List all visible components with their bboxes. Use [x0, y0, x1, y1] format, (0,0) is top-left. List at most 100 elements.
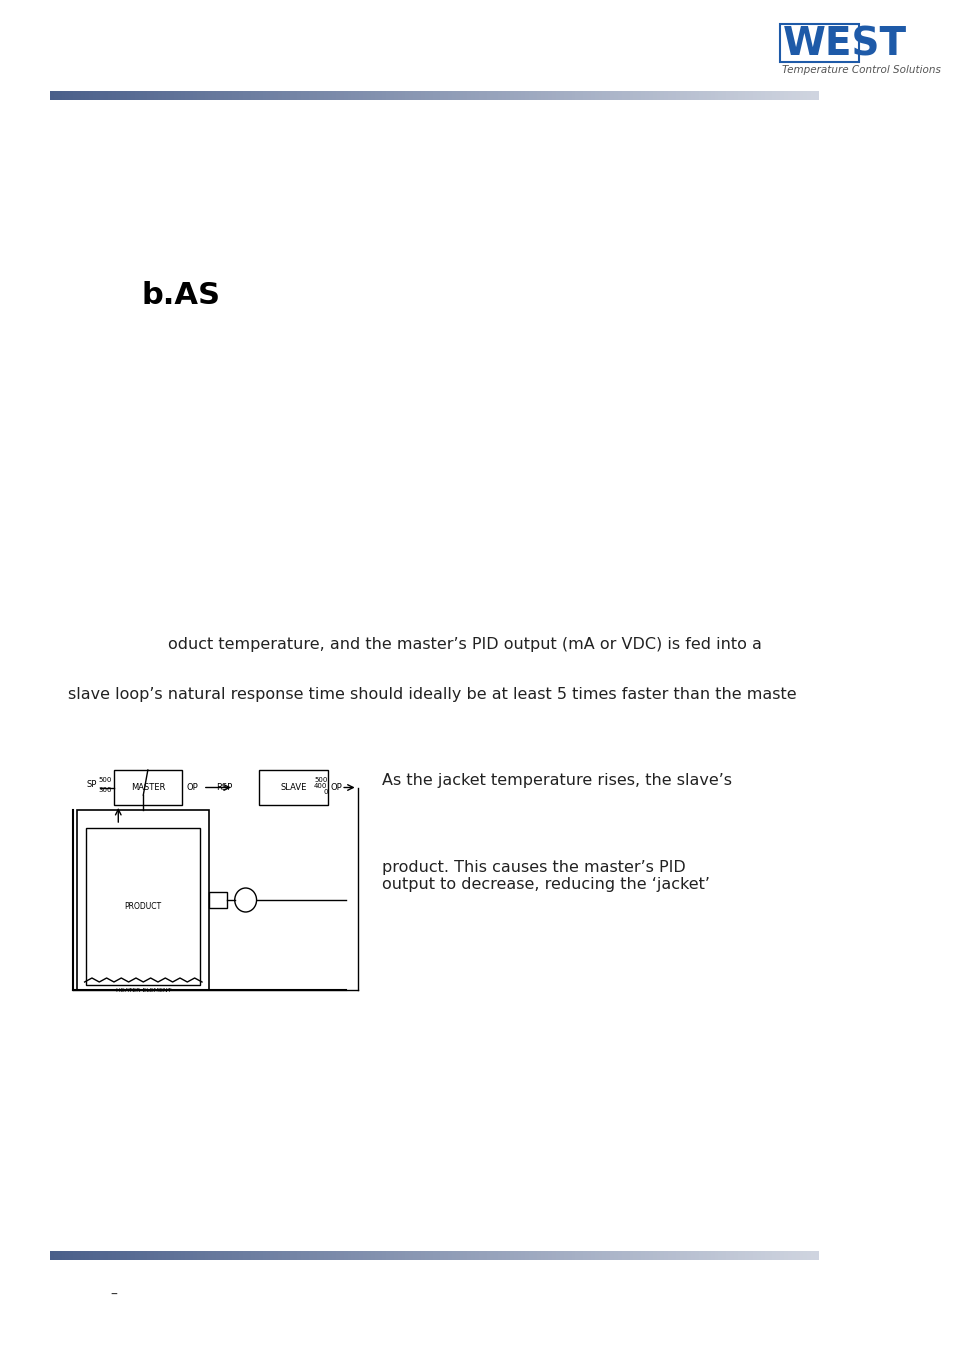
- Bar: [77, 1250, 81, 1260]
- Bar: [405, 90, 409, 100]
- Bar: [424, 1250, 428, 1260]
- Bar: [448, 1250, 452, 1260]
- Bar: [490, 90, 494, 100]
- Bar: [85, 1250, 89, 1260]
- Bar: [525, 90, 529, 100]
- Bar: [679, 90, 683, 100]
- Bar: [578, 90, 582, 100]
- Bar: [791, 90, 795, 100]
- Bar: [428, 90, 432, 100]
- Bar: [444, 1250, 448, 1260]
- Bar: [695, 90, 699, 100]
- Bar: [397, 1250, 401, 1260]
- Bar: [200, 90, 204, 100]
- Bar: [552, 90, 556, 100]
- Bar: [294, 90, 297, 100]
- Bar: [571, 1250, 575, 1260]
- Bar: [58, 1250, 62, 1260]
- Bar: [394, 1250, 397, 1260]
- Bar: [567, 1250, 571, 1260]
- Bar: [544, 1250, 548, 1260]
- Bar: [687, 90, 691, 100]
- Bar: [459, 1250, 463, 1260]
- Bar: [108, 1250, 112, 1260]
- Bar: [478, 90, 482, 100]
- Bar: [772, 90, 776, 100]
- Bar: [691, 1250, 695, 1260]
- Bar: [571, 90, 575, 100]
- Bar: [513, 90, 517, 100]
- Bar: [556, 90, 559, 100]
- Bar: [324, 1250, 328, 1260]
- Bar: [764, 90, 768, 100]
- Bar: [590, 1250, 594, 1260]
- Text: 0: 0: [323, 790, 327, 795]
- Bar: [151, 90, 154, 100]
- Bar: [54, 1250, 58, 1260]
- Bar: [740, 1250, 744, 1260]
- Bar: [644, 90, 648, 100]
- Text: WEST: WEST: [781, 26, 905, 63]
- Bar: [162, 1250, 166, 1260]
- Bar: [602, 1250, 606, 1260]
- Bar: [482, 90, 486, 100]
- Bar: [382, 90, 386, 100]
- Bar: [151, 1250, 154, 1260]
- Bar: [316, 90, 320, 100]
- Bar: [143, 90, 147, 100]
- Bar: [633, 90, 637, 100]
- Bar: [494, 90, 497, 100]
- Bar: [802, 1250, 806, 1260]
- Bar: [780, 1250, 783, 1260]
- Bar: [537, 1250, 540, 1260]
- Bar: [228, 1250, 232, 1260]
- Bar: [618, 1250, 621, 1260]
- Bar: [375, 90, 378, 100]
- Bar: [181, 90, 185, 100]
- Text: product. This causes the master’s PID
output to decrease, reducing the ‘jacket’: product. This causes the master’s PID ou…: [382, 860, 709, 892]
- Bar: [92, 90, 96, 100]
- Bar: [259, 769, 327, 805]
- Bar: [675, 1250, 679, 1260]
- Bar: [448, 90, 452, 100]
- Bar: [783, 90, 787, 100]
- Bar: [343, 1250, 347, 1260]
- Text: SLAVE: SLAVE: [280, 783, 306, 792]
- Bar: [371, 90, 375, 100]
- Bar: [378, 1250, 382, 1260]
- Bar: [509, 90, 513, 100]
- Bar: [104, 1250, 108, 1260]
- Bar: [309, 1250, 313, 1260]
- Text: PRODUCT: PRODUCT: [125, 902, 162, 911]
- Bar: [92, 1250, 96, 1260]
- Bar: [452, 1250, 456, 1260]
- Bar: [70, 90, 73, 100]
- Bar: [343, 90, 347, 100]
- Bar: [320, 1250, 324, 1260]
- Bar: [305, 90, 309, 100]
- Bar: [494, 1250, 497, 1260]
- Bar: [760, 90, 764, 100]
- Bar: [247, 1250, 251, 1260]
- Bar: [73, 90, 77, 100]
- Bar: [277, 90, 281, 100]
- Bar: [367, 90, 371, 100]
- Bar: [351, 90, 355, 100]
- Bar: [285, 1250, 290, 1260]
- Bar: [509, 1250, 513, 1260]
- Bar: [475, 1250, 478, 1260]
- Bar: [185, 1250, 189, 1260]
- Bar: [567, 90, 571, 100]
- Text: MASTER: MASTER: [131, 783, 165, 792]
- Bar: [463, 1250, 467, 1260]
- Bar: [232, 1250, 235, 1260]
- Bar: [656, 90, 659, 100]
- Bar: [521, 1250, 525, 1260]
- Bar: [166, 1250, 170, 1260]
- Bar: [196, 90, 200, 100]
- Bar: [652, 90, 656, 100]
- Bar: [772, 1250, 776, 1260]
- Bar: [158, 90, 162, 100]
- Bar: [590, 90, 594, 100]
- Text: As the jacket temperature rises, the slave’s: As the jacket temperature rises, the sla…: [382, 772, 731, 787]
